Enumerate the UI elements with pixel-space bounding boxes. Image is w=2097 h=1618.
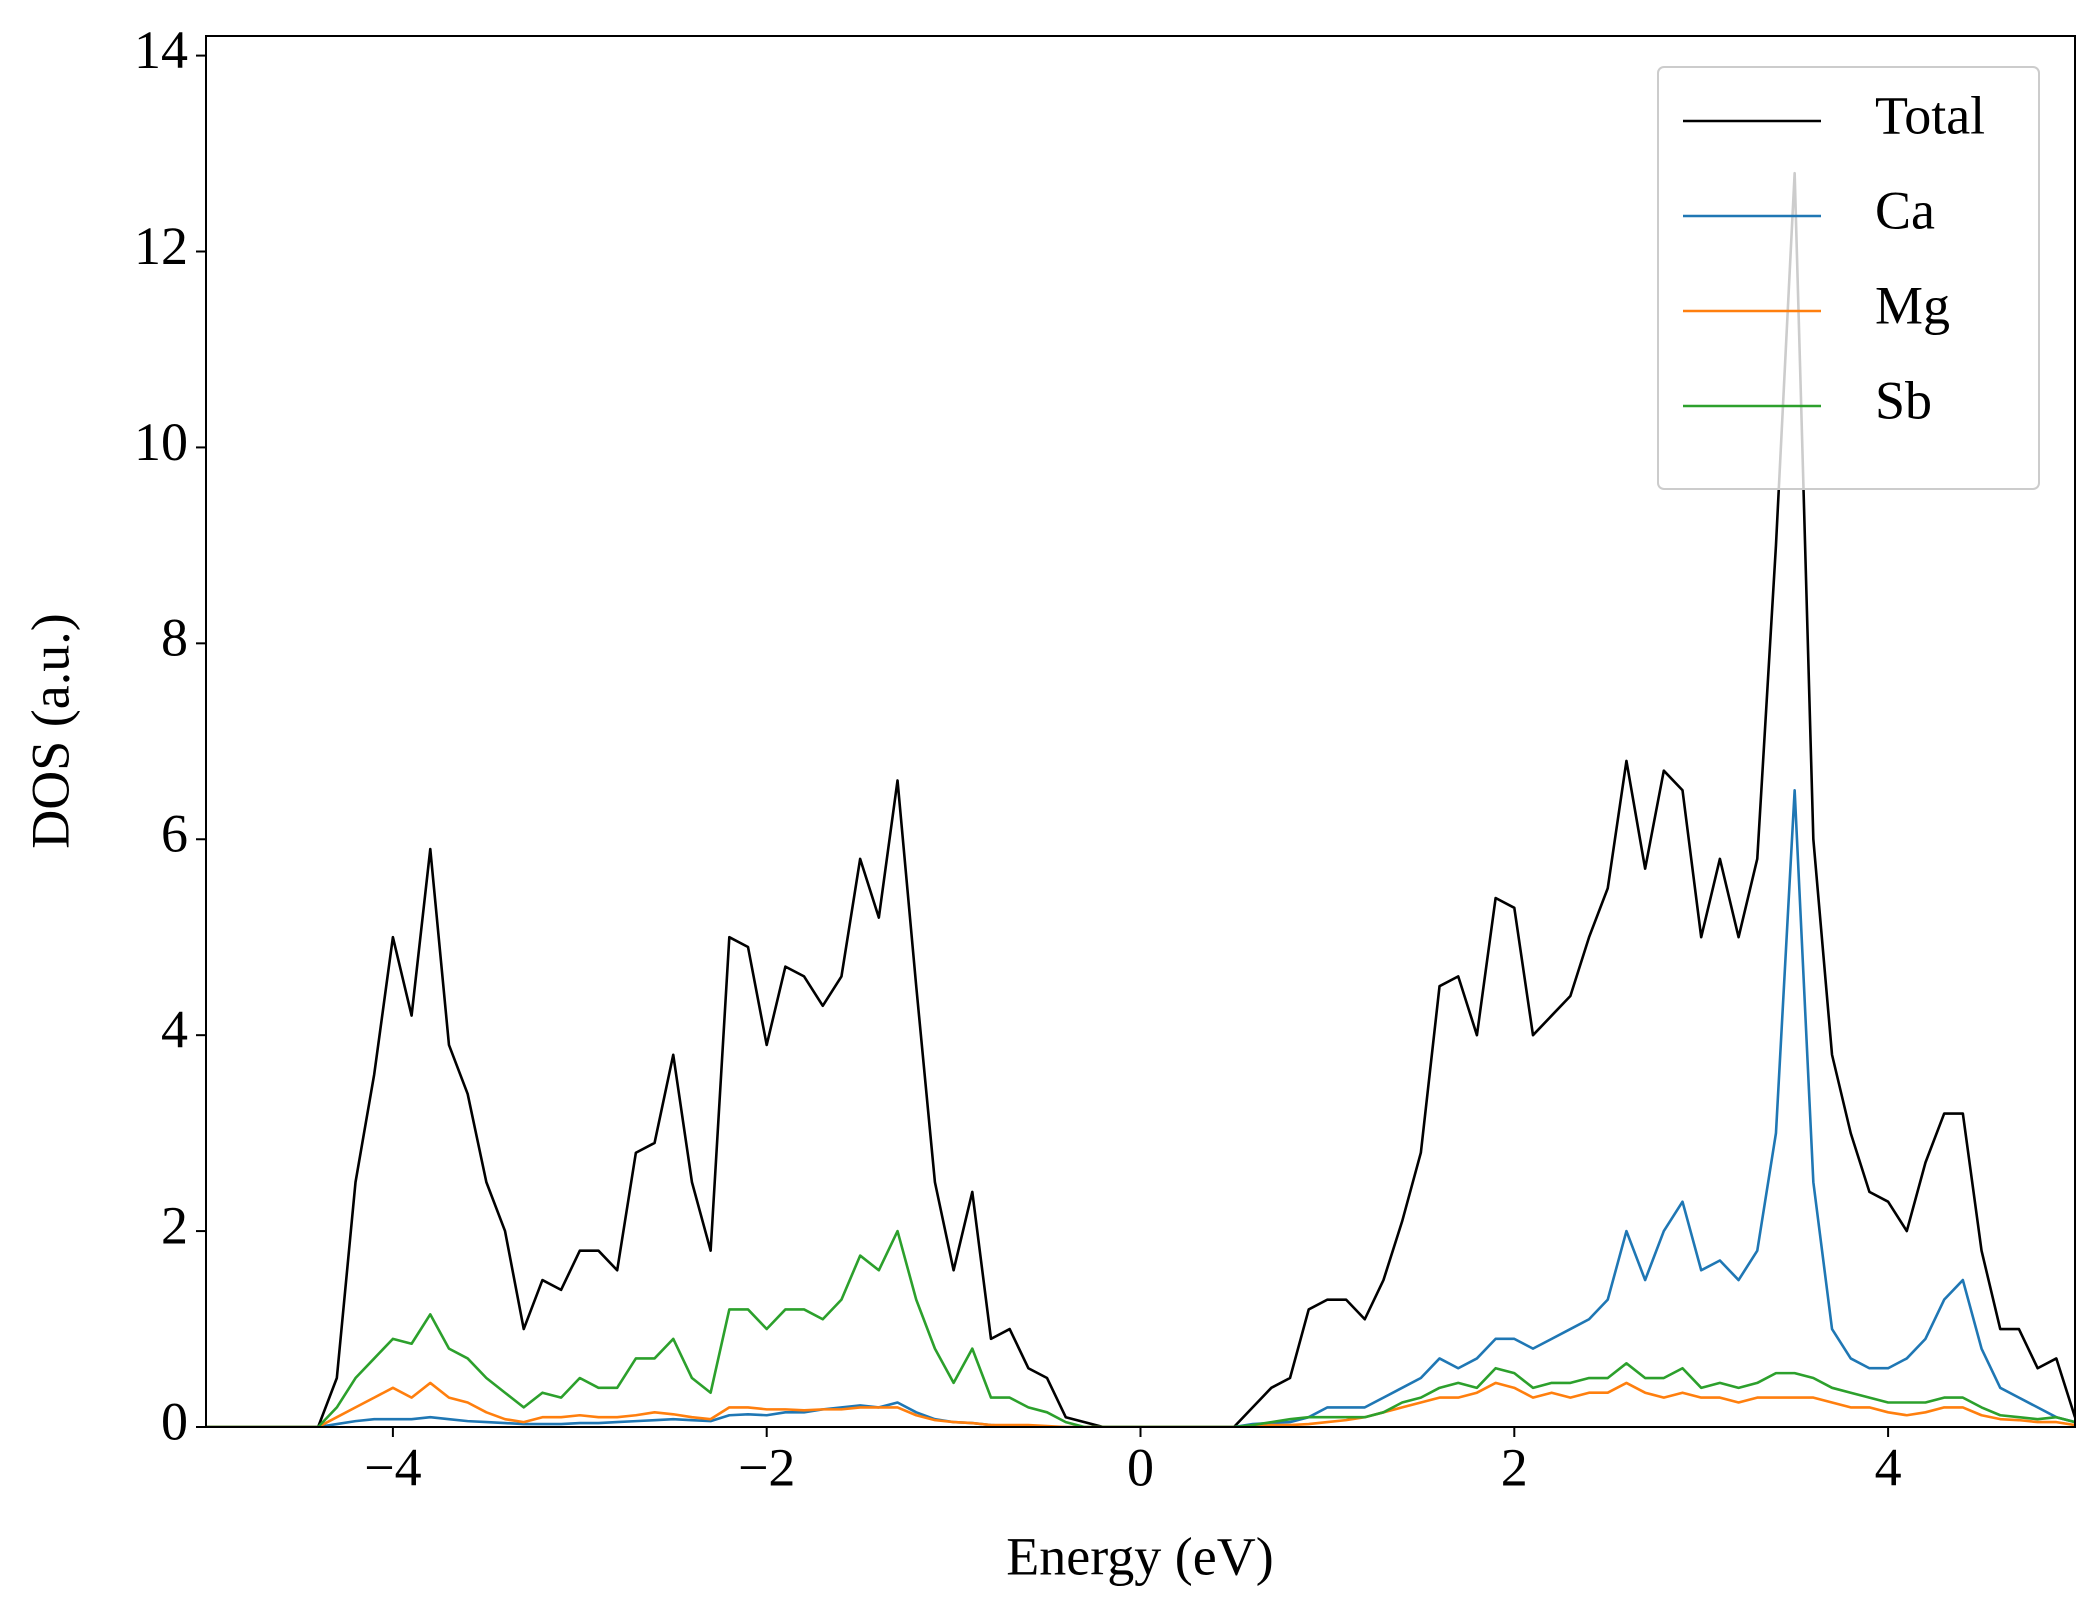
legend-label: Ca <box>1875 180 1935 240</box>
series-line <box>206 171 2075 1427</box>
y-tick-label: 4 <box>161 1000 188 1060</box>
series-line <box>206 788 2075 1427</box>
y-tick-label: 2 <box>161 1195 188 1255</box>
plot-lines <box>206 171 2075 1427</box>
legend-label: Total <box>1875 85 1985 145</box>
legend-label: Mg <box>1875 275 1950 335</box>
y-tick-label: 0 <box>161 1391 188 1451</box>
y-axis-label: DOS (a.u.) <box>20 613 80 848</box>
y-tick-label: 14 <box>134 20 188 80</box>
y-tick-label: 6 <box>161 804 188 864</box>
x-tick-label: 2 <box>1501 1437 1528 1497</box>
y-tick-label: 10 <box>134 412 188 472</box>
x-axis-label: Energy (eV) <box>1006 1526 1273 1586</box>
x-tick-label: 4 <box>1875 1437 1902 1497</box>
y-tick-label: 12 <box>134 216 188 276</box>
x-tick-label: −4 <box>364 1437 421 1497</box>
legend-box <box>1657 66 2040 490</box>
series-line <box>206 1381 2075 1427</box>
legend-label: Sb <box>1875 370 1932 430</box>
y-tick-label: 8 <box>161 608 188 668</box>
series-line <box>206 1229 2075 1427</box>
x-tick-label: −2 <box>738 1437 795 1497</box>
x-tick-label: 0 <box>1127 1437 1154 1497</box>
